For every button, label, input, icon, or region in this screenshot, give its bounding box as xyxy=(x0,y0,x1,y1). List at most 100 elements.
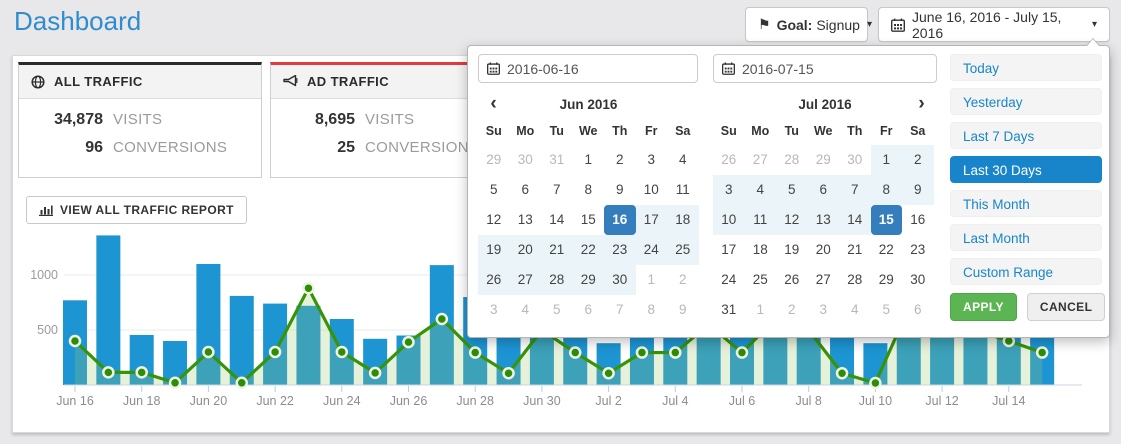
calendar-day[interactable]: 11 xyxy=(744,205,776,235)
calendar-day[interactable]: 11 xyxy=(675,182,690,197)
calendar-day[interactable]: 9 xyxy=(902,175,934,205)
calendar-day[interactable]: 10 xyxy=(643,182,659,197)
calendar-day[interactable]: 15 xyxy=(580,212,596,227)
preset-last-7-days[interactable]: Last 7 Days xyxy=(950,122,1102,149)
preset-custom-range[interactable]: Custom Range xyxy=(950,258,1102,285)
calendar-day[interactable]: 5 xyxy=(489,182,498,197)
preset-today[interactable]: Today xyxy=(950,54,1102,81)
preset-yesterday[interactable]: Yesterday xyxy=(950,88,1102,115)
calendar-day[interactable]: 29 xyxy=(815,152,831,167)
calendar-day[interactable]: 29 xyxy=(878,272,894,287)
calendar-day[interactable]: 3 xyxy=(647,152,655,167)
calendar-day[interactable]: 1 xyxy=(870,145,902,175)
preset-last-30-days[interactable]: Last 30 Days xyxy=(950,156,1102,183)
apply-button[interactable]: APPLY xyxy=(950,293,1017,321)
calendar-day[interactable]: 24 xyxy=(635,235,667,265)
calendar-day[interactable]: 31 xyxy=(721,302,737,317)
calendar-day[interactable]: 25 xyxy=(752,272,768,287)
calendar-day[interactable]: 1 xyxy=(756,302,764,317)
calendar-day[interactable]: 30 xyxy=(604,265,636,295)
calendar-day[interactable]: 18 xyxy=(667,205,699,235)
calendar-day[interactable]: 14 xyxy=(839,205,871,235)
calendar-day[interactable]: 15 xyxy=(870,205,902,235)
calendar-day[interactable]: 18 xyxy=(752,242,768,257)
calendar-day[interactable]: 29 xyxy=(572,265,604,295)
calendar-day[interactable]: 23 xyxy=(604,235,636,265)
calendar-day[interactable]: 24 xyxy=(721,272,737,287)
calendar-day[interactable]: 28 xyxy=(541,265,573,295)
calendar-day[interactable]: 8 xyxy=(647,302,655,317)
calendar-day[interactable]: 22 xyxy=(878,242,894,257)
calendar-day[interactable]: 1 xyxy=(584,152,592,167)
calendar-day[interactable]: 1 xyxy=(647,272,655,287)
calendar-day[interactable]: 26 xyxy=(721,152,737,167)
calendar-day[interactable]: 28 xyxy=(784,152,800,167)
preset-this-month[interactable]: This Month xyxy=(950,190,1102,217)
calendar-day[interactable]: 10 xyxy=(713,205,745,235)
calendar-day[interactable]: 6 xyxy=(521,182,529,197)
calendar-day[interactable]: 22 xyxy=(572,235,604,265)
calendar-day[interactable]: 5 xyxy=(552,302,561,317)
calendar-day[interactable]: 16 xyxy=(604,205,636,235)
calendar-day[interactable]: 2 xyxy=(902,145,934,175)
calendar-day[interactable]: 13 xyxy=(517,212,533,227)
start-date-input[interactable] xyxy=(507,60,689,77)
calendar-day[interactable]: 8 xyxy=(584,182,592,197)
calendar-day[interactable]: 9 xyxy=(678,302,687,317)
calendar-day[interactable]: 2 xyxy=(615,152,624,167)
calendar-day[interactable]: 3 xyxy=(713,175,745,205)
end-date-input[interactable] xyxy=(742,60,928,77)
calendar-day[interactable]: 25 xyxy=(667,235,699,265)
calendar-day[interactable]: 3 xyxy=(819,302,827,317)
calendar-day[interactable]: 27 xyxy=(815,272,831,287)
calendar-day[interactable]: 4 xyxy=(678,152,687,167)
calendar-day[interactable]: 4 xyxy=(521,302,529,317)
calendar-day[interactable]: 30 xyxy=(517,152,533,167)
calendar-day[interactable]: 5 xyxy=(882,302,890,317)
calendar-day[interactable]: 7 xyxy=(615,302,624,317)
calendar-day[interactable]: 8 xyxy=(870,175,902,205)
prev-month-button[interactable]: ‹ xyxy=(490,93,497,114)
calendar-day[interactable]: 31 xyxy=(549,152,565,167)
preset-last-month[interactable]: Last Month xyxy=(950,224,1102,251)
calendar-day[interactable]: 19 xyxy=(784,242,800,257)
calendar-day[interactable]: 4 xyxy=(850,302,859,317)
calendar-day[interactable]: 14 xyxy=(549,212,565,227)
calendar-day[interactable]: 2 xyxy=(787,302,796,317)
calendar-day[interactable]: 5 xyxy=(776,175,808,205)
next-month-button[interactable]: › xyxy=(918,93,925,114)
calendar-day[interactable]: 6 xyxy=(584,302,592,317)
date-range-dropdown-button[interactable]: June 16, 2016 - July 15, 2016 ▾ xyxy=(878,7,1110,42)
calendar-day[interactable]: 4 xyxy=(744,175,776,205)
calendar-day[interactable]: 12 xyxy=(776,205,808,235)
cancel-button[interactable]: CANCEL xyxy=(1026,293,1106,321)
calendar-day[interactable]: 16 xyxy=(910,212,926,227)
calendar-day[interactable]: 21 xyxy=(541,235,573,265)
calendar-day[interactable]: 26 xyxy=(784,272,800,287)
calendar-day[interactable]: 12 xyxy=(486,212,502,227)
calendar-day[interactable]: 6 xyxy=(913,302,922,317)
calendar-day[interactable]: 7 xyxy=(839,175,871,205)
calendar-day[interactable]: 17 xyxy=(635,205,667,235)
calendar-day[interactable]: 27 xyxy=(752,152,768,167)
calendar-day[interactable]: 6 xyxy=(807,175,839,205)
calendar-day[interactable]: 26 xyxy=(478,265,510,295)
calendar-day[interactable]: 20 xyxy=(815,242,831,257)
calendar-day[interactable]: 19 xyxy=(478,235,510,265)
calendar-day[interactable]: 2 xyxy=(678,272,687,287)
calendar-day[interactable]: 23 xyxy=(910,242,926,257)
calendar-day[interactable]: 17 xyxy=(721,242,737,257)
calendar-day[interactable]: 30 xyxy=(910,272,926,287)
view-all-traffic-report-button[interactable]: VIEW ALL TRAFFIC REPORT xyxy=(26,196,247,224)
calendar-day[interactable]: 29 xyxy=(486,152,502,167)
calendar-day[interactable]: 7 xyxy=(552,182,561,197)
goal-dropdown-button[interactable]: ⚑ Goal: Signup ▾ xyxy=(745,7,872,42)
calendar-day[interactable]: 9 xyxy=(615,182,624,197)
calendar-day[interactable]: 30 xyxy=(847,152,863,167)
calendar-day[interactable]: 27 xyxy=(509,265,541,295)
calendar-day[interactable]: 13 xyxy=(807,205,839,235)
calendar-day[interactable]: 3 xyxy=(489,302,498,317)
calendar-day[interactable]: 20 xyxy=(509,235,541,265)
calendar-day[interactable]: 28 xyxy=(847,272,863,287)
calendar-day[interactable]: 21 xyxy=(847,242,863,257)
